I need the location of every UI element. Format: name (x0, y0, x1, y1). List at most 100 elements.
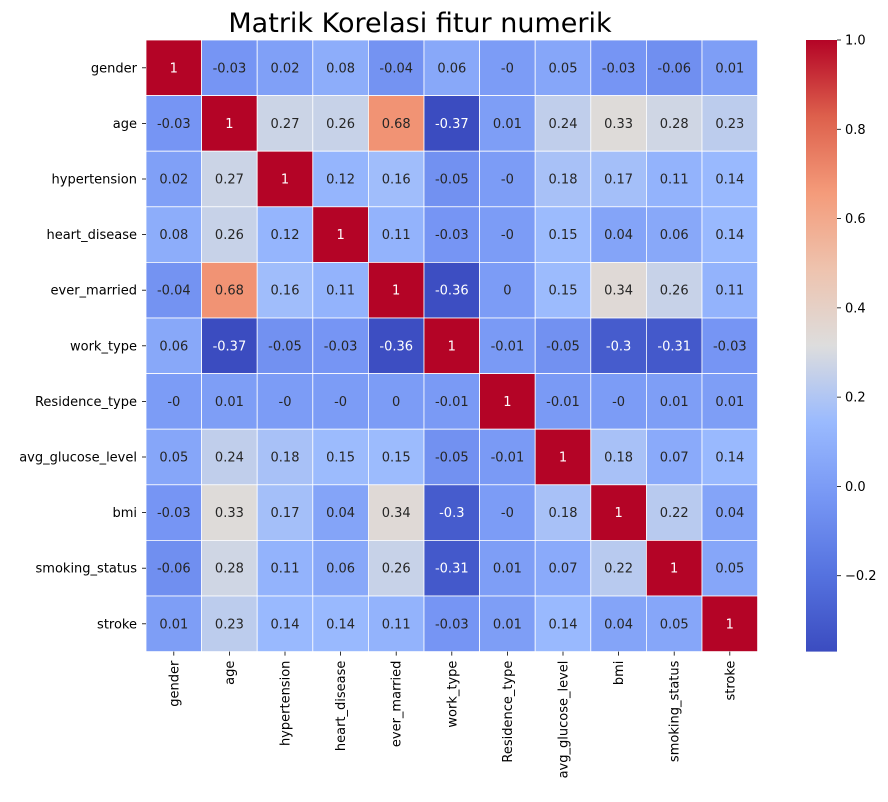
cell-value-label: 0.33 (215, 506, 244, 521)
cell-value-label: 1 (559, 451, 567, 466)
y-tick-label: Residence_type (35, 395, 137, 410)
cell-value-label: 0.06 (159, 339, 188, 354)
heatmap-cell (646, 95, 703, 152)
heatmap-cell (590, 206, 647, 263)
cell-value-label: 0.01 (493, 562, 522, 577)
cell-value-label: 0.26 (660, 284, 689, 299)
x-tick-label: work_type (445, 661, 460, 728)
heatmap-cell (367, 150, 425, 208)
heatmap-cell (256, 206, 314, 263)
cell-value-label: -0.31 (435, 562, 469, 577)
heatmap-cell (256, 261, 314, 319)
colorbar-tick-label: 0.6 (845, 212, 866, 227)
chart-title: Matrik Korelasi fitur numerik (228, 8, 612, 39)
cell-value-label: -0.05 (435, 173, 469, 188)
heatmap-cell (646, 484, 703, 541)
heatmap-cell (423, 540, 480, 597)
cell-value-label: 0.26 (326, 117, 355, 132)
colorbar-tick-label: 0.0 (845, 480, 866, 495)
cell-value-label: 0.11 (382, 617, 411, 632)
heatmap-cell (312, 206, 369, 263)
heatmap-cell (256, 484, 314, 541)
heatmap-cell (423, 595, 480, 652)
cell-value-label: 0.14 (326, 617, 355, 632)
cell-value-label: 0.15 (549, 228, 578, 243)
x-tick-label: Residence_type (501, 661, 516, 763)
cell-value-label: 0.01 (159, 617, 188, 632)
heatmap-cell (201, 373, 258, 430)
cell-value-label: -0.3 (606, 339, 631, 354)
colorbar-tick-label: 0.4 (845, 301, 866, 316)
cell-value-label: 0.68 (382, 117, 411, 132)
heatmap-cell (701, 39, 758, 96)
heatmap-cell (312, 39, 369, 96)
cell-value-label: 1 (281, 173, 289, 188)
heatmap-cell (312, 261, 369, 319)
heatmap-cell (423, 206, 480, 263)
y-tick-label: ever_married (51, 284, 138, 299)
cell-value-label: 0.01 (715, 61, 744, 76)
cell-value-label: 0.23 (215, 617, 244, 632)
cell-value-label: 0.34 (382, 506, 411, 521)
y-tick-label: work_type (70, 339, 137, 354)
cell-value-label: -0.37 (213, 339, 247, 354)
heatmap-cell (145, 39, 202, 96)
cell-value-label: 1 (225, 117, 233, 132)
cell-value-label: -0 (501, 173, 514, 188)
x-tick-label: age (223, 661, 238, 685)
cell-value-label: -0.03 (213, 61, 247, 76)
cell-value-label: -0.03 (324, 339, 358, 354)
cell-value-label: 0.22 (660, 506, 689, 521)
heatmap-cell (590, 540, 647, 597)
heatmap-cell (145, 484, 202, 541)
heatmap-cell (367, 540, 425, 597)
cell-value-label: -0.04 (379, 61, 413, 76)
cell-value-label: 0.11 (382, 228, 411, 243)
cell-value-label: -0.05 (546, 339, 580, 354)
cell-value-label: 0.04 (326, 506, 355, 521)
cell-value-label: 0.05 (715, 562, 744, 577)
x-tick-label: heart_disease (334, 661, 349, 752)
heatmap-cell (256, 595, 314, 652)
cell-value-label: -0.03 (602, 61, 636, 76)
heatmap-cell (534, 95, 592, 152)
heatmap-cell (479, 484, 536, 541)
heatmap-cell (534, 39, 592, 96)
cell-value-label: 1 (170, 61, 178, 76)
cell-value-label: 0.11 (271, 562, 300, 577)
heatmap-cell (201, 261, 258, 319)
cell-value-label: 1 (392, 284, 400, 299)
cell-value-label: -0.31 (657, 339, 691, 354)
heatmap-cell (312, 540, 369, 597)
cell-value-label: 0.28 (215, 562, 244, 577)
cell-value-label: -0 (279, 395, 292, 410)
heatmap-cell (590, 373, 647, 430)
cell-value-label: 0.33 (604, 117, 633, 132)
cell-value-label: -0.03 (157, 117, 191, 132)
heatmap-cell (256, 39, 314, 96)
heatmap-cell (701, 428, 758, 486)
heatmap-cell (590, 95, 647, 152)
heatmap-cell (590, 595, 647, 652)
heatmap-cell (367, 428, 425, 486)
cell-value-label: 0.26 (215, 228, 244, 243)
cell-value-label: 0.14 (715, 173, 744, 188)
cell-value-label: -0 (501, 506, 514, 521)
cell-value-label: -0 (334, 395, 347, 410)
cell-value-label: -0 (501, 61, 514, 76)
heatmap-cell (479, 373, 536, 430)
colorbar-tick-label: 0.2 (845, 391, 866, 406)
heatmap-cell (701, 317, 758, 374)
cell-value-label: 0.01 (715, 395, 744, 410)
x-tick-label: avg_glucose_level (557, 661, 572, 779)
cell-value-label: 0.07 (660, 451, 689, 466)
cell-value-label: 1 (503, 395, 511, 410)
cell-value-label: -0.01 (546, 395, 580, 410)
cell-value-label: 0.23 (715, 117, 744, 132)
cell-value-label: 0.02 (159, 173, 188, 188)
heatmap-cell (534, 373, 592, 430)
colorbar-ticks: 1.0 0.8 0.6 0.4 0.2 0.0 −0.2 (837, 34, 877, 584)
heatmap-cell (534, 428, 592, 486)
heatmap-cell (534, 595, 592, 652)
